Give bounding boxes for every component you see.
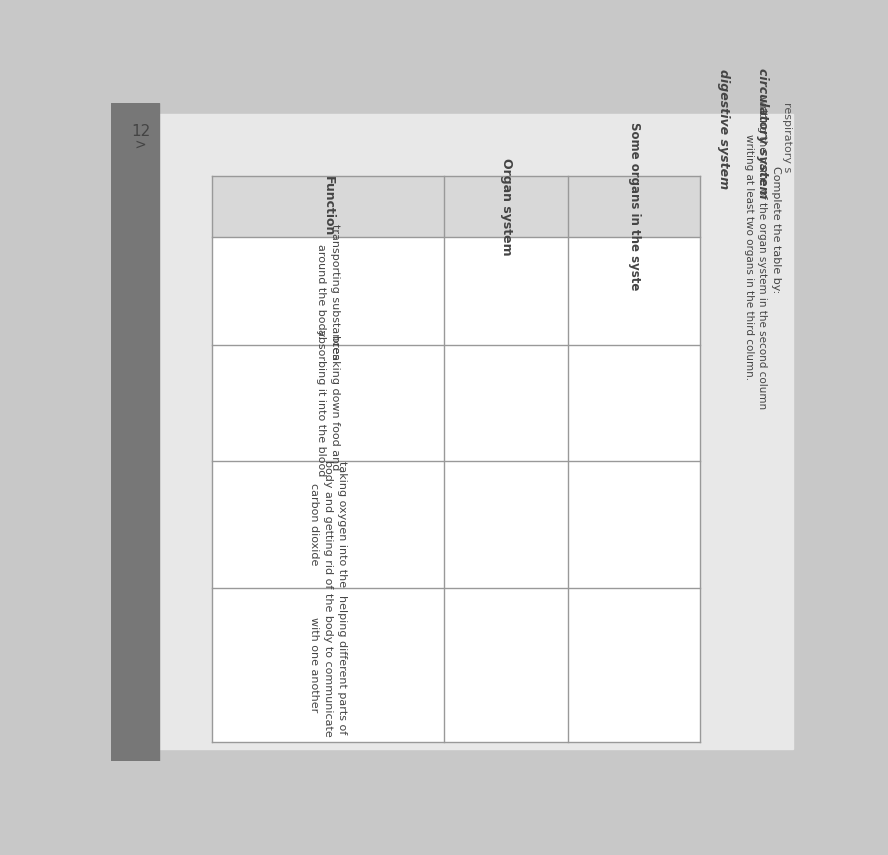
Text: writing the name of the organ system in the second column: writing the name of the organ system in … — [757, 97, 767, 410]
Bar — [444, 176, 568, 238]
Bar — [568, 176, 700, 238]
Bar — [444, 461, 568, 587]
Bar — [568, 461, 700, 587]
Bar — [568, 238, 700, 345]
Bar — [568, 238, 700, 345]
Bar — [444, 587, 568, 741]
Bar — [111, 103, 159, 761]
Bar — [568, 345, 700, 461]
Bar — [211, 238, 444, 345]
Bar — [568, 461, 700, 587]
Text: breaking down food and
absorbing it into the blood: breaking down food and absorbing it into… — [316, 329, 340, 476]
Text: circulatory system: circulatory system — [756, 68, 768, 198]
Text: Function: Function — [321, 176, 335, 237]
Bar — [444, 345, 568, 461]
Bar — [444, 345, 568, 461]
Bar — [444, 461, 568, 587]
Bar — [211, 345, 444, 461]
Text: respiratory s: respiratory s — [781, 102, 792, 173]
Text: Organ system: Organ system — [500, 157, 512, 256]
Bar — [211, 587, 444, 741]
Bar — [211, 587, 444, 741]
Text: Complete the table by:: Complete the table by: — [771, 166, 781, 293]
Bar — [568, 345, 700, 461]
Text: helping different parts of
the body to communicate
with one another: helping different parts of the body to c… — [309, 593, 347, 736]
Text: Some organs in the syste: Some organs in the syste — [628, 122, 640, 291]
Bar — [211, 461, 444, 587]
Text: transporting substances
around the body.: transporting substances around the body. — [316, 224, 340, 359]
Text: taking oxygen into the
body and getting rid of
carbon dioxide: taking oxygen into the body and getting … — [309, 460, 347, 588]
Bar — [444, 587, 568, 741]
Bar — [444, 238, 568, 345]
Bar — [211, 345, 444, 461]
Bar — [568, 587, 700, 741]
Bar — [211, 238, 444, 345]
Text: writing at least two organs in the third column.: writing at least two organs in the third… — [744, 133, 754, 380]
Bar — [444, 238, 568, 345]
Text: digestive system: digestive system — [717, 69, 730, 190]
Bar — [211, 176, 444, 238]
Bar — [211, 461, 444, 587]
Bar — [568, 587, 700, 741]
Text: >: > — [135, 138, 147, 152]
Text: 12: 12 — [131, 124, 150, 139]
